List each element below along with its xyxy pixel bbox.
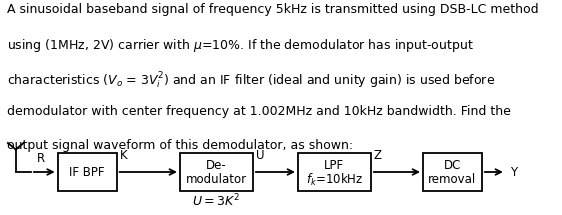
Bar: [298, 153, 371, 191]
Text: De-: De-: [206, 159, 226, 172]
Text: output signal waveform of this demodulator, as shown:: output signal waveform of this demodulat…: [7, 139, 353, 152]
Text: K: K: [119, 149, 127, 162]
Text: demodulator with center frequency at 1.002MHz and 10kHz bandwidth. Find the: demodulator with center frequency at 1.0…: [7, 105, 511, 118]
Bar: [180, 153, 253, 191]
Text: $f_k$=10kHz: $f_k$=10kHz: [306, 172, 363, 187]
Text: removal: removal: [428, 173, 477, 186]
Text: LPF: LPF: [324, 159, 345, 172]
Text: IF BPF: IF BPF: [69, 166, 105, 178]
Text: U: U: [256, 149, 264, 162]
Bar: [423, 153, 482, 191]
Text: DC: DC: [444, 159, 461, 172]
Text: Y: Y: [510, 166, 518, 178]
Text: modulator: modulator: [186, 173, 247, 186]
Text: Z: Z: [374, 149, 382, 162]
Text: characteristics ($V_o$ = 3$V_i^2$) and an IF filter (ideal and unity gain) is us: characteristics ($V_o$ = 3$V_i^2$) and a…: [7, 71, 495, 91]
Text: using (1MHz, 2V) carrier with $\mu$=10%. If the demodulator has input-output: using (1MHz, 2V) carrier with $\mu$=10%.…: [7, 37, 473, 54]
Text: A sinusoidal baseband signal of frequency 5kHz is transmitted using DSB-LC metho: A sinusoidal baseband signal of frequenc…: [7, 3, 538, 16]
Text: $U = 3K^2$: $U = 3K^2$: [192, 193, 241, 210]
Bar: [58, 153, 117, 191]
Text: R: R: [37, 152, 44, 165]
